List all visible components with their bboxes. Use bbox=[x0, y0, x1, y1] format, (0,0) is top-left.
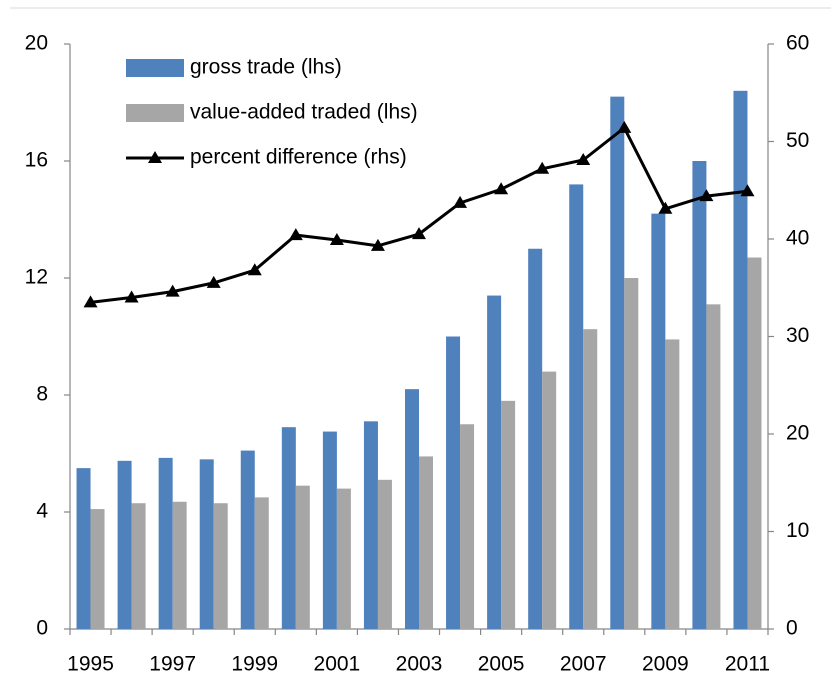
marker bbox=[370, 238, 385, 251]
x-tick-label: 1995 bbox=[67, 653, 114, 676]
marker bbox=[83, 295, 98, 308]
legend-swatch bbox=[126, 104, 184, 122]
x-tick-label: 2011 bbox=[725, 653, 770, 676]
bar bbox=[131, 503, 146, 629]
marker bbox=[124, 290, 139, 303]
marker bbox=[535, 161, 550, 174]
bar bbox=[583, 329, 598, 629]
x-tick-label: 1999 bbox=[231, 653, 278, 676]
marker bbox=[699, 189, 714, 202]
bar bbox=[528, 248, 543, 629]
bar bbox=[295, 485, 310, 629]
bar bbox=[336, 488, 351, 629]
marker bbox=[165, 284, 180, 297]
bar bbox=[665, 339, 680, 629]
x-tick-label: 2001 bbox=[314, 653, 361, 676]
marker bbox=[247, 263, 262, 276]
marker bbox=[288, 228, 303, 241]
bar bbox=[487, 295, 502, 629]
bar bbox=[419, 456, 433, 629]
y2-tick-label: 40 bbox=[786, 227, 809, 250]
legend-swatch bbox=[126, 59, 184, 77]
marker bbox=[329, 232, 344, 245]
legend-label: value-added traded (lhs) bbox=[190, 101, 418, 124]
bar bbox=[624, 278, 639, 629]
x-tick-label: 2009 bbox=[642, 653, 689, 676]
y-tick-label: 0 bbox=[36, 617, 48, 640]
marker bbox=[740, 184, 755, 197]
bar bbox=[76, 468, 91, 629]
marker bbox=[412, 227, 426, 240]
y2-tick-label: 60 bbox=[786, 32, 809, 55]
bar bbox=[254, 497, 269, 629]
y-tick-label: 8 bbox=[36, 383, 48, 406]
marker bbox=[206, 275, 221, 288]
bar bbox=[692, 161, 707, 629]
x-tick-label: 2007 bbox=[560, 653, 607, 676]
bar bbox=[569, 184, 584, 629]
bar bbox=[377, 479, 392, 629]
legend-label: percent difference (rhs) bbox=[190, 146, 407, 169]
bar bbox=[460, 424, 475, 629]
bar bbox=[405, 389, 419, 629]
bar bbox=[651, 213, 666, 629]
marker bbox=[576, 153, 591, 166]
y2-tick-label: 30 bbox=[786, 324, 809, 347]
legend-marker bbox=[148, 151, 162, 163]
bar bbox=[172, 501, 187, 629]
y2-tick-label: 10 bbox=[786, 519, 809, 542]
bar bbox=[213, 503, 228, 629]
bar bbox=[117, 460, 132, 629]
bar bbox=[733, 90, 748, 630]
y2-tick-label: 0 bbox=[786, 617, 798, 640]
bar bbox=[363, 421, 378, 629]
y-tick-label: 20 bbox=[25, 32, 48, 55]
bar bbox=[199, 459, 214, 629]
bar bbox=[501, 400, 516, 629]
x-tick-label: 2003 bbox=[396, 653, 443, 676]
y2-tick-label: 20 bbox=[786, 422, 809, 445]
bar bbox=[446, 336, 461, 629]
y-tick-label: 16 bbox=[25, 149, 48, 172]
bar bbox=[747, 257, 762, 629]
bar bbox=[158, 457, 173, 629]
x-tick-label: 2005 bbox=[478, 653, 525, 676]
marker bbox=[617, 120, 632, 133]
y2-tick-label: 50 bbox=[786, 129, 809, 152]
legend-label: gross trade (lhs) bbox=[190, 56, 342, 79]
y-tick-label: 4 bbox=[36, 500, 48, 523]
marker bbox=[658, 201, 673, 214]
bar bbox=[90, 509, 105, 629]
marker bbox=[494, 182, 509, 195]
y-tick-label: 12 bbox=[25, 266, 48, 289]
bar bbox=[706, 304, 721, 629]
bar bbox=[322, 431, 337, 629]
bar bbox=[610, 96, 625, 629]
x-tick-label: 1997 bbox=[149, 653, 196, 676]
bar bbox=[240, 450, 255, 629]
bar bbox=[281, 427, 296, 629]
bar bbox=[542, 371, 557, 629]
marker bbox=[453, 195, 468, 208]
